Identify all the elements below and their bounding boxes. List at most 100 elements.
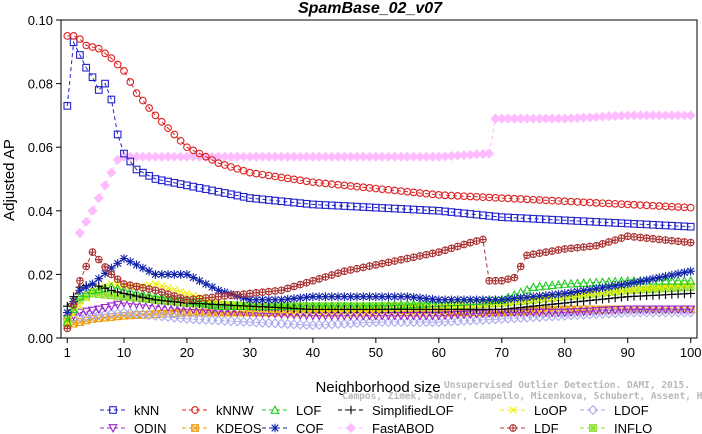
data-point <box>125 308 136 319</box>
data-point <box>126 281 135 290</box>
data-point <box>169 312 180 323</box>
data-point <box>566 278 576 288</box>
data-point <box>630 233 638 241</box>
data-point <box>101 49 109 58</box>
data-point <box>94 274 104 283</box>
data-point <box>302 278 311 287</box>
data-point <box>194 314 205 325</box>
data-point <box>597 306 608 316</box>
data-point <box>491 295 500 305</box>
data-point <box>478 295 488 305</box>
data-point <box>151 280 160 288</box>
data-point <box>74 228 85 239</box>
data-point <box>201 279 211 289</box>
data-point <box>63 102 72 110</box>
data-point <box>144 266 154 276</box>
data-point <box>157 270 167 279</box>
data-point <box>686 266 696 276</box>
data-point <box>151 270 160 279</box>
data-point <box>290 282 298 291</box>
data-point <box>560 308 570 318</box>
data-point <box>282 318 293 330</box>
data-point <box>397 255 405 264</box>
data-point <box>660 275 671 285</box>
data-point <box>182 270 192 279</box>
data-point <box>87 205 98 216</box>
data-point <box>225 316 237 327</box>
data-point <box>591 284 601 294</box>
data-point <box>441 246 449 255</box>
data-point <box>81 307 91 317</box>
data-point <box>629 305 639 315</box>
data-point <box>195 149 204 158</box>
series-layer <box>62 32 696 333</box>
data-point <box>685 305 696 315</box>
data-point <box>132 89 141 97</box>
data-point <box>138 263 148 273</box>
data-point <box>76 302 84 310</box>
data-point <box>94 284 104 294</box>
data-point <box>428 294 437 304</box>
data-point <box>591 295 601 305</box>
data-point <box>76 51 84 59</box>
data-point <box>604 282 614 292</box>
data-point <box>132 260 141 270</box>
data-point <box>679 305 690 315</box>
data-point <box>649 234 657 243</box>
legend-label: SimplifiedLOF <box>372 403 454 418</box>
data-point <box>183 143 191 152</box>
data-point <box>112 154 123 165</box>
data-point <box>213 301 224 311</box>
data-point <box>81 282 91 292</box>
data-point <box>654 275 664 285</box>
data-point <box>667 270 677 280</box>
data-point <box>120 149 128 158</box>
data-point <box>641 305 652 315</box>
data-point <box>674 237 682 246</box>
data-point <box>109 406 117 414</box>
data-point <box>276 318 287 329</box>
data-point <box>334 269 342 277</box>
data-point <box>654 273 664 282</box>
chart-title: SpamBase_02_v07 <box>298 0 443 17</box>
legend-label: kNNW <box>216 403 254 418</box>
data-point <box>170 285 179 294</box>
data-point <box>616 305 627 315</box>
data-point <box>88 73 97 82</box>
data-point <box>164 124 172 132</box>
series-line <box>67 312 691 326</box>
data-point <box>605 288 613 296</box>
data-point <box>208 156 216 164</box>
data-point <box>191 406 199 414</box>
data-point <box>541 291 551 300</box>
data-point <box>460 240 468 249</box>
data-point <box>93 193 104 204</box>
data-point <box>589 424 597 432</box>
x-tick-label: 1 <box>64 345 71 360</box>
data-point <box>270 423 280 433</box>
data-point <box>106 302 117 312</box>
data-point <box>138 292 148 302</box>
data-point <box>554 289 563 299</box>
data-point <box>283 294 292 304</box>
legend: kNN kNNW LOF SimplifiedLOF LoOP LDOF ODIN KDEOS… <box>100 403 652 434</box>
data-point <box>263 317 274 329</box>
data-point <box>547 308 557 318</box>
data-point <box>578 307 589 317</box>
data-point <box>509 424 517 432</box>
data-point <box>195 276 204 286</box>
data-point <box>82 63 91 72</box>
data-point <box>100 283 110 293</box>
data-point <box>137 309 148 320</box>
data-point <box>302 292 311 302</box>
data-point <box>396 292 406 301</box>
data-point <box>365 262 374 270</box>
data-point <box>560 278 570 288</box>
data-point <box>238 316 249 327</box>
data-point <box>685 110 696 121</box>
data-point <box>642 275 651 285</box>
data-point <box>655 235 664 244</box>
y-tick-label: 0.08 <box>28 77 53 92</box>
data-point <box>365 292 374 301</box>
data-point <box>642 284 651 293</box>
